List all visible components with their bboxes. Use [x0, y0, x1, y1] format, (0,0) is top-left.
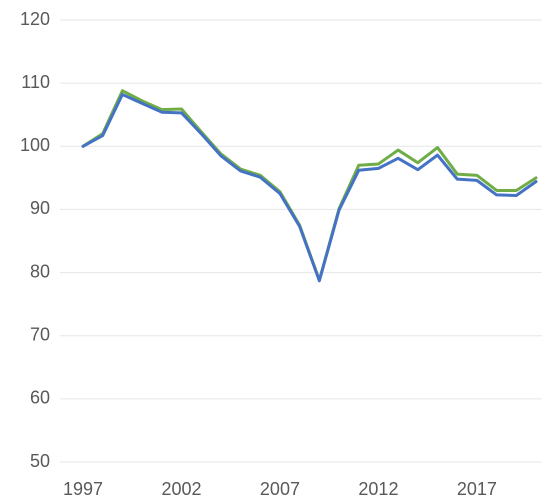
y-tick-label: 120 [20, 9, 50, 29]
x-tick-label: 2007 [260, 479, 300, 499]
series-line [81, 93, 538, 283]
x-tick-label: 2002 [161, 479, 201, 499]
y-tick-label: 60 [30, 388, 50, 408]
x-tick-label: 1997 [63, 479, 103, 499]
y-tick-label: 50 [30, 451, 50, 471]
y-tick-label: 80 [30, 261, 50, 281]
x-tick-label: 2017 [457, 479, 497, 499]
y-tick-label: 110 [21, 72, 50, 92]
x-tick-label: 2012 [358, 479, 398, 499]
y-tick-label: 100 [20, 135, 50, 155]
y-tick-label: 90 [30, 198, 50, 218]
y-tick-label: 70 [30, 324, 50, 344]
